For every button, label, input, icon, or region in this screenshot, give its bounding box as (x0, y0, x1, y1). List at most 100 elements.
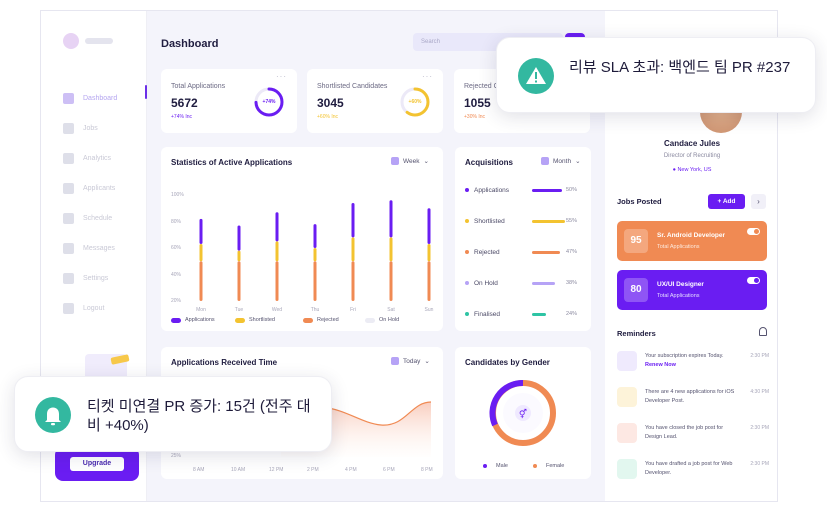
legend-shortlisted[interactable]: Shortlisted (235, 317, 275, 323)
bell-icon[interactable] (759, 327, 767, 336)
legend-label: On Hold (379, 317, 400, 323)
sidebar-item-applicants[interactable]: Applicants (63, 173, 117, 203)
acquisition-value: 38% (565, 280, 577, 286)
card-title: Candidates by Gender (465, 358, 550, 367)
renew-now-link[interactable]: Renew Now (645, 362, 676, 368)
reminder-item[interactable]: Your subscription expires Today. Renew No… (617, 351, 769, 379)
status-dot (465, 312, 469, 316)
card-title: Statistics of Active Applications (171, 158, 293, 167)
notification-toast-ticket[interactable]: 티켓 미연결 PR 증가: 15건 (전주 대비 +40%) (14, 376, 332, 452)
job-card-android[interactable]: 95 Sr. Android Developer Total Applicati… (617, 221, 767, 261)
card-title: Acquisitions (465, 158, 514, 167)
acquisition-label: On Hold (474, 279, 498, 287)
week-filter-dropdown[interactable]: Week ⌄ (391, 157, 429, 165)
sidebar-item-label: Analytics (83, 154, 112, 162)
sidebar-item-jobs[interactable]: Jobs (63, 113, 117, 143)
profile-role: Director of Recruiting (663, 153, 721, 159)
acquisition-value: 47% (565, 249, 577, 255)
ring-label: +74% (262, 99, 276, 105)
legend-rejected[interactable]: Rejected (303, 317, 339, 323)
sidebar-item-logout[interactable]: Logout (63, 293, 117, 323)
legend-female: Female (533, 463, 564, 469)
upgrade-button[interactable]: Upgrade (70, 457, 124, 471)
bar-rejected-sat (389, 261, 393, 301)
legend-on-hold[interactable]: On Hold (365, 317, 399, 323)
y-tick-label: 25% (171, 453, 182, 459)
y-tick-label: 40% (171, 271, 182, 278)
x-tick-label: 2 PM (307, 467, 319, 473)
chevron-down-icon: ⌄ (424, 358, 430, 365)
reminder-item[interactable]: You have closed the job post for Design … (617, 423, 769, 451)
bar-applications-fri (351, 202, 355, 238)
calendar-icon (541, 157, 549, 165)
month-filter-dropdown[interactable]: Month ⌄ (541, 157, 581, 165)
bar-shortlisted-wed (275, 241, 279, 262)
stat-card-shortlisted: ··· Shortlisted Candidates 3045 +60% Inc… (307, 69, 443, 133)
bar-rejected-mon (199, 261, 203, 301)
job-toggle[interactable] (747, 277, 760, 284)
sidebar-item-messages[interactable]: Messages (63, 233, 117, 263)
statistics-card: Statistics of Active Applications Week ⌄… (161, 147, 443, 331)
more-icon[interactable]: ··· (422, 72, 433, 81)
notification-text: 티켓 미연결 PR 증가: 15건 (전주 대비 +40%) (87, 398, 311, 434)
bar-rejected-sun (427, 261, 431, 301)
sidebar-item-label: Settings (83, 274, 109, 282)
logo (63, 33, 113, 49)
acquisition-bar (532, 188, 562, 192)
job-card-uxui[interactable]: 80 UX/UI Designer Total Applications (617, 270, 767, 310)
ring-chart-shortlisted (400, 87, 430, 117)
legend-applications[interactable]: Applications (171, 317, 215, 323)
chevron-down-icon: ⌄ (575, 158, 581, 165)
sidebar-item-label: Applicants (83, 184, 116, 192)
chart-icon (63, 152, 74, 164)
reminder-time: 4:30 PM (750, 389, 769, 395)
reminder-item[interactable]: You have drafted a job post for Web Deve… (617, 459, 769, 487)
stat-title: Shortlisted Candidates (317, 83, 388, 90)
sidebar-item-label: Dashboard (83, 94, 118, 102)
active-indicator (145, 85, 147, 99)
job-title: Sr. Android Developer (657, 232, 726, 239)
x-tick-label: 12 PM (269, 467, 284, 473)
add-job-button[interactable]: + Add (708, 194, 745, 209)
stat-value: 3045 (317, 96, 344, 110)
x-tick-label: 8 AM (193, 467, 205, 473)
reminder-text: You have closed the job post for Design … (645, 425, 724, 440)
job-sub: Total Applications (657, 244, 700, 250)
users-icon (63, 182, 74, 194)
legend-swatch (235, 317, 245, 323)
sidebar-item-analytics[interactable]: Analytics (63, 143, 117, 173)
acquisition-row-applications: Applications 50% (465, 185, 577, 195)
calendar-icon (391, 157, 399, 165)
legend-label: Rejected (317, 317, 339, 323)
reminder-text: Your subscription expires Today. Renew No… (645, 353, 724, 368)
logo-mark-icon (63, 33, 79, 49)
acquisition-value: 24% (565, 311, 577, 317)
bar-rejected-fri (351, 261, 355, 301)
today-filter-dropdown[interactable]: Today ⌄ (391, 357, 430, 365)
notification-toast-sla[interactable]: 리뷰 SLA 초과: 백엔드 팀 PR #237 (496, 37, 816, 113)
sidebar-item-settings[interactable]: Settings (63, 263, 117, 293)
bar-applications-tue (237, 225, 241, 251)
sidebar-item-schedule[interactable]: Schedule (63, 203, 117, 233)
reminder-time: 2:30 PM (750, 461, 769, 467)
legend-swatch (171, 317, 181, 323)
stat-card-total: ··· Total Applications 5672 +74% Inc +74… (161, 69, 297, 133)
acquisition-label: Shortlisted (474, 217, 505, 225)
reminder-item[interactable]: There are 4 new applications for iOS Dev… (617, 387, 769, 415)
grid-icon (63, 92, 74, 104)
acquisition-row-rejected: Rejected 47% (465, 247, 577, 257)
job-title: UX/UI Designer (657, 281, 704, 288)
job-count: 95 (624, 229, 648, 253)
y-tick-label: 100% (171, 192, 184, 198)
chevron-right-icon[interactable]: › (751, 194, 766, 209)
job-toggle[interactable] (747, 228, 760, 235)
stat-sub: +30% Inc (464, 114, 485, 120)
sidebar-item-label: Schedule (83, 214, 113, 222)
ring-label: +60% (408, 99, 422, 105)
acquisition-row-on-hold: On Hold 38% (465, 278, 577, 288)
more-icon[interactable]: ··· (276, 72, 287, 81)
sidebar-item-dashboard[interactable]: Dashboard (63, 83, 117, 113)
logo-text-placeholder (85, 38, 113, 44)
filter-label: Week (403, 157, 420, 165)
bar-applications-wed (275, 212, 279, 242)
